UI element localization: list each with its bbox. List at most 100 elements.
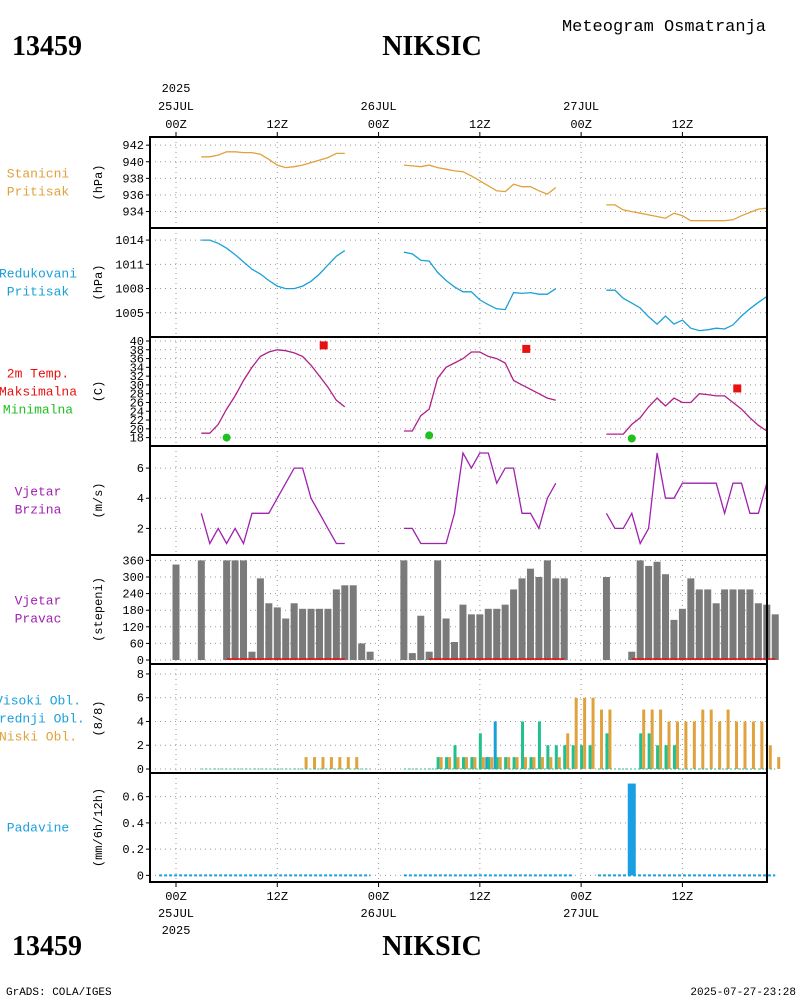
series-line [403, 351, 556, 432]
cloud-bar [608, 709, 612, 769]
direction-bar [721, 589, 729, 660]
direction-bar [425, 651, 433, 660]
direction-bar [265, 603, 273, 660]
cloud-bar [439, 757, 443, 769]
cloud-bar [485, 757, 489, 769]
cloud-bar [504, 757, 508, 769]
top-hour-label: 00Z [368, 118, 390, 132]
cloud-bar [600, 709, 603, 769]
cloud-bar [321, 757, 325, 769]
direction-bar [695, 589, 703, 660]
direction-bar [366, 651, 374, 660]
y-tick-label: 38 [130, 344, 144, 358]
direction-bar [451, 642, 459, 660]
direction-bar [518, 578, 526, 660]
direction-bar [526, 568, 534, 660]
cloud-bar [338, 757, 342, 769]
variable-label: Stanicni [7, 167, 70, 182]
cloud-bar [656, 745, 660, 769]
direction-bar [248, 651, 256, 660]
direction-bar [172, 564, 180, 660]
direction-bar [231, 560, 239, 660]
top-hour-label: 00Z [570, 118, 592, 132]
cloud-bar [760, 721, 764, 769]
cloud-bar [524, 757, 528, 769]
y-tick-label: 4 [137, 492, 144, 506]
station-id-top: 13459 [12, 31, 82, 62]
tmin-marker [627, 434, 636, 443]
cloud-bar [481, 757, 485, 769]
cloud-bar [532, 757, 536, 769]
y-tick-label: 4 [137, 715, 144, 729]
direction-bar [687, 578, 695, 660]
y-tick-label: 1005 [115, 307, 144, 321]
direction-bar [240, 560, 248, 660]
direction-bar [712, 603, 720, 660]
panel-precipitation: 0 0.2 0.4 0.6 (mm/6h/12h) Padavine [7, 772, 776, 883]
y-tick-label: 0.6 [122, 791, 144, 805]
direction-bar [417, 615, 425, 660]
y-tick-label: 2 [137, 739, 144, 753]
cloud-bar [464, 757, 468, 769]
direction-bar [299, 608, 307, 660]
variable-label: Pritisak [7, 185, 70, 200]
cloud-bar [768, 745, 772, 769]
year-label-bottom: 2025 [162, 924, 191, 938]
variable-label: Pravac [15, 612, 62, 627]
direction-bar [358, 643, 366, 660]
bottom-date-label: 25JUL [158, 907, 194, 921]
top-date-label: 25JUL [158, 100, 194, 114]
cloud-bar [726, 709, 730, 769]
direction-bar [282, 618, 290, 660]
series-line [201, 239, 346, 290]
y-tick-label: 32 [130, 370, 144, 384]
y-tick-label: 24 [130, 405, 144, 419]
direction-bar [670, 619, 678, 660]
variable-label: Redukovani [0, 267, 77, 282]
cloud-bar [735, 721, 739, 769]
cloud-bar [529, 757, 533, 769]
tmax-marker [522, 344, 531, 353]
cloud-bar [642, 709, 646, 769]
y-tick-label: 26 [130, 396, 144, 410]
cloud-bar [684, 721, 688, 769]
direction-bar [442, 618, 450, 660]
y-tick-label: 0.2 [122, 843, 144, 857]
cloud-bar [515, 757, 519, 769]
series-line [403, 450, 557, 545]
cloud-bar [566, 733, 570, 769]
cloud-bar [563, 745, 567, 769]
bottom-hour-label: 12Z [469, 890, 491, 904]
cloud-bar [647, 733, 651, 769]
variable-label: Pritisak [7, 285, 70, 300]
precip-bar [627, 783, 636, 876]
series-line [605, 452, 768, 546]
direction-bar [484, 608, 492, 660]
y-tick-label: 942 [122, 139, 144, 153]
y-tick-label: 120 [122, 621, 144, 635]
bottom-hour-label: 00Z [570, 890, 592, 904]
cloud-bar [751, 721, 755, 769]
cloud-bar [672, 745, 676, 769]
station-name-bottom: NIKSIC [382, 931, 482, 962]
cloud-bar [659, 709, 663, 769]
time-axis-top: 00Z 12Z 00Z 12Z 00Z 12Z 25JUL 26JUL 27JUL [158, 100, 693, 137]
series-line [606, 393, 768, 435]
y-tick-label: 940 [122, 156, 144, 170]
direction-bar [771, 614, 779, 660]
y-tick-label: 22 [130, 414, 144, 428]
series-line [200, 467, 345, 546]
y-tick-label: 34 [130, 361, 144, 375]
variable-label: Vjetar [15, 594, 62, 609]
direction-bar [459, 604, 467, 660]
top-hour-label: 12Z [672, 118, 694, 132]
cloud-bar [546, 745, 550, 769]
y-axis-label: (C) [92, 381, 106, 403]
y-tick-label: 30 [130, 379, 144, 393]
direction-bar [602, 576, 610, 660]
cloud-bar [591, 697, 595, 769]
panel-frame [149, 445, 768, 556]
panel-frame [149, 227, 768, 338]
direction-bar [645, 565, 653, 660]
